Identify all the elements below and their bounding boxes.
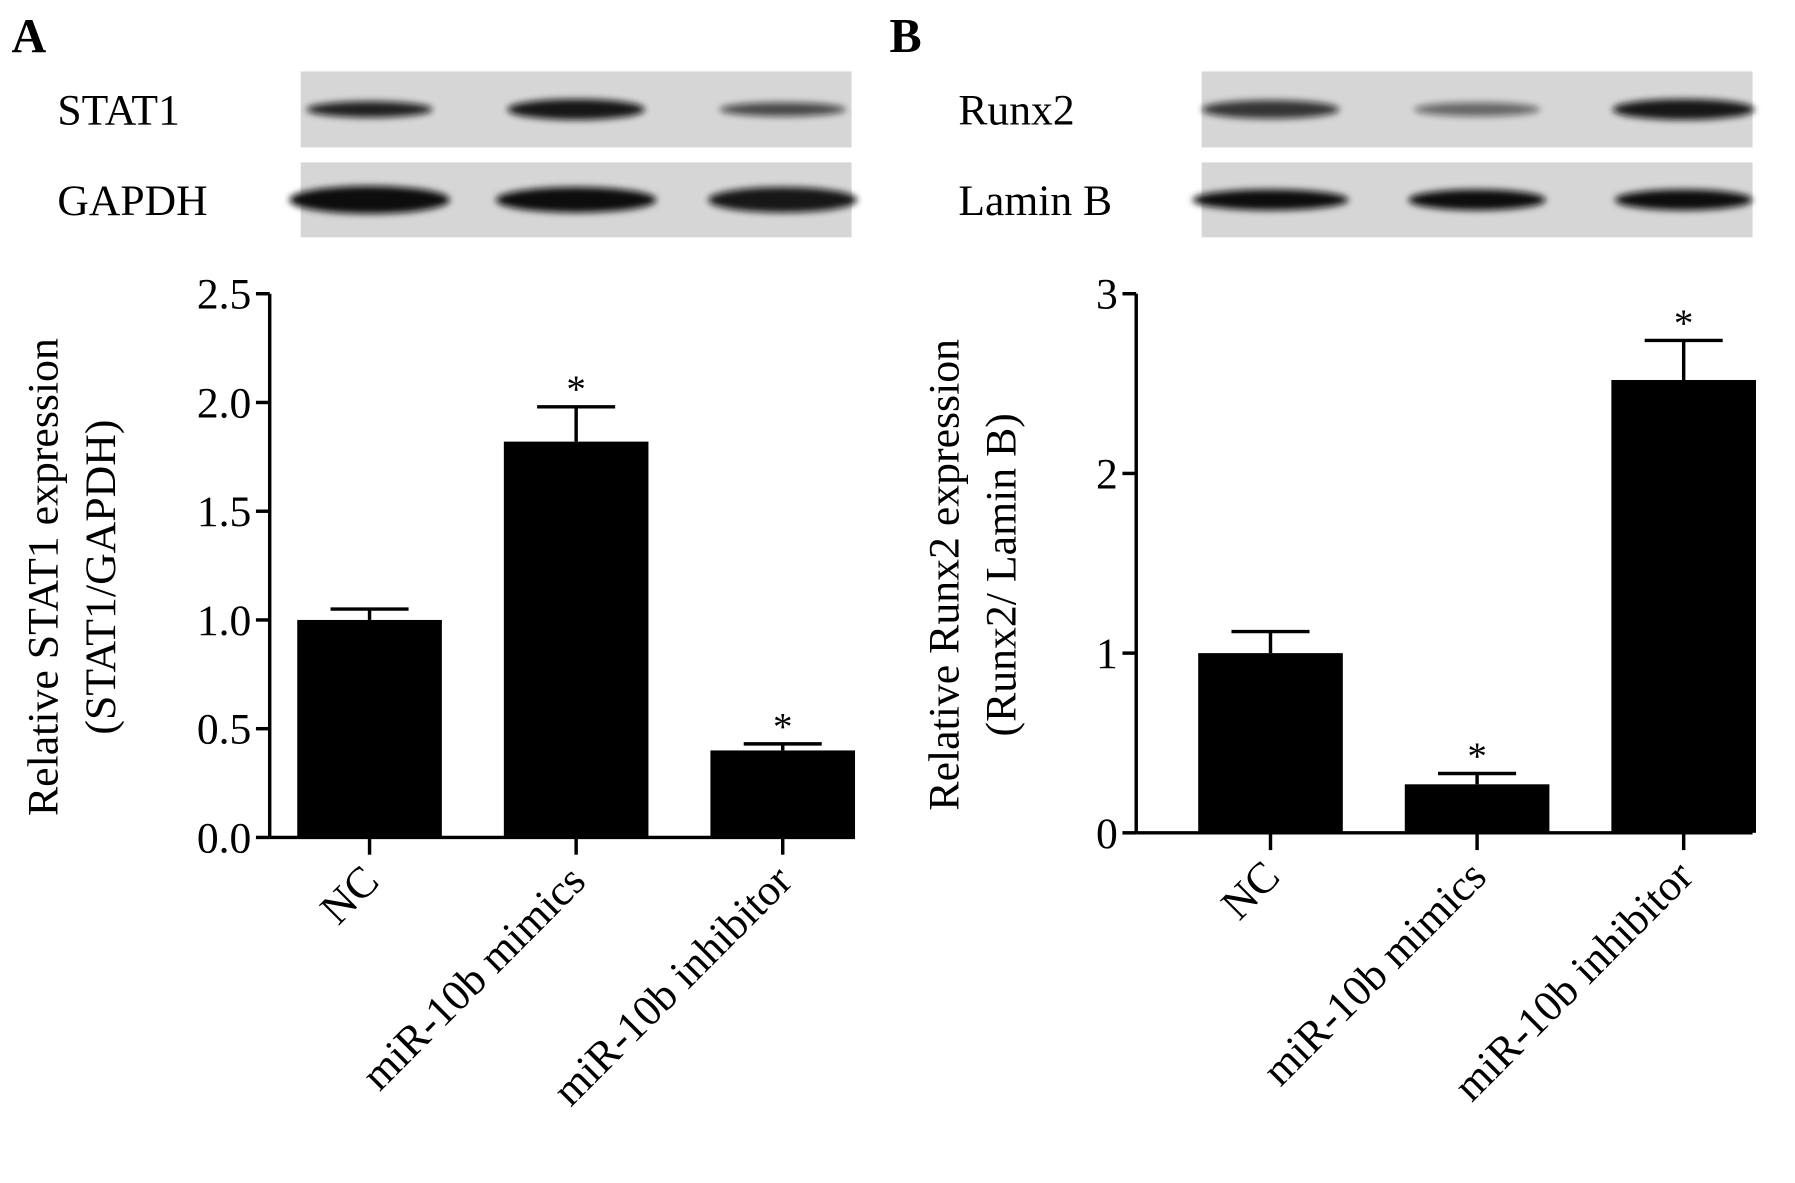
bar — [1198, 653, 1343, 833]
blot-band — [708, 187, 858, 213]
bar — [297, 619, 442, 838]
y-axis-label: Relative STAT1 expression — [19, 338, 67, 816]
significance-mark: * — [566, 368, 586, 411]
blot-label: STAT1 — [57, 86, 180, 134]
blot-band — [306, 101, 433, 118]
blot-label: GAPDH — [57, 177, 207, 225]
blot-band — [289, 186, 450, 214]
blot-band — [1192, 189, 1349, 211]
blot-label: Lamin B — [958, 177, 1112, 225]
y-tick-label: 2 — [1096, 450, 1118, 498]
y-tick-label: 2.5 — [197, 271, 252, 319]
y-tick-label: 0.5 — [197, 706, 252, 754]
y-tick-label: 0.0 — [197, 814, 252, 862]
x-tick-label: NC — [1212, 852, 1289, 929]
bar — [1611, 379, 1756, 833]
blot-band — [1413, 102, 1541, 117]
y-axis-label: (Runx2/ Lamin B) — [978, 413, 1026, 736]
bar — [503, 441, 649, 838]
blot-band — [1614, 189, 1753, 211]
x-tick-label: NC — [311, 857, 388, 934]
y-axis-label: (STAT1/GAPDH) — [77, 420, 125, 735]
blot-band — [507, 99, 646, 120]
blot-label: Runx2 — [958, 86, 1074, 134]
significance-mark: * — [1467, 735, 1487, 778]
significance-mark: * — [1674, 302, 1694, 345]
y-tick-label: 3 — [1096, 271, 1118, 319]
blot-band — [1612, 99, 1755, 120]
x-tick-label: miR-10b mimics — [353, 857, 595, 1100]
y-tick-label: 1.5 — [197, 488, 252, 536]
y-tick-label: 0 — [1096, 810, 1118, 858]
panel-label: A — [11, 10, 46, 63]
y-tick-label: 1 — [1096, 630, 1118, 678]
panel-label: B — [889, 10, 921, 63]
blot-band — [1201, 100, 1340, 119]
blot-band — [495, 187, 657, 213]
blot-band — [1408, 189, 1546, 211]
blot-band — [719, 102, 846, 117]
x-tick-label: miR-10b mimics — [1254, 852, 1496, 1095]
bar — [1404, 784, 1550, 833]
bar — [710, 750, 856, 838]
y-tick-label: 2.0 — [197, 379, 252, 427]
y-tick-label: 1.0 — [197, 597, 252, 645]
y-axis-label: Relative Runx2 expression — [920, 339, 968, 811]
significance-mark: * — [773, 705, 793, 748]
